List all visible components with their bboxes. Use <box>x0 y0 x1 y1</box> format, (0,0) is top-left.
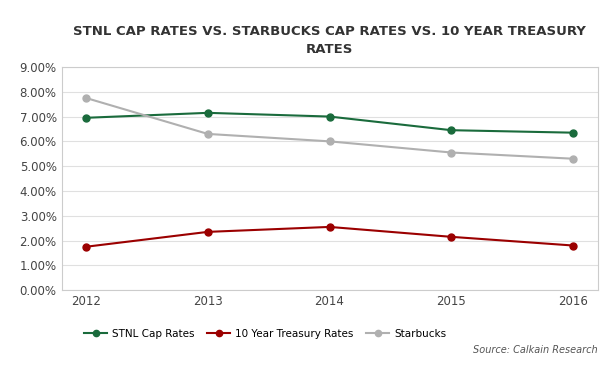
Legend: STNL Cap Rates, 10 Year Treasury Rates, Starbucks: STNL Cap Rates, 10 Year Treasury Rates, … <box>80 324 450 343</box>
Title: STNL CAP RATES VS. STARBUCKS CAP RATES VS. 10 YEAR TREASURY
RATES: STNL CAP RATES VS. STARBUCKS CAP RATES V… <box>73 25 586 56</box>
Text: Source: Calkain Research: Source: Calkain Research <box>473 345 598 355</box>
